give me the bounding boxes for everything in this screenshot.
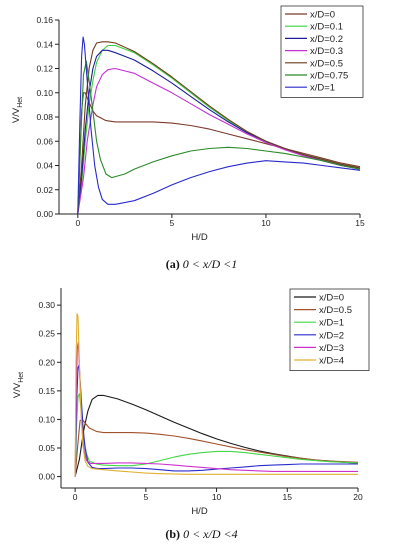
panel-caption: (a) 0 < x/D <1 xyxy=(166,257,238,271)
legend: x/D=0x/D=0.5 x/D=1x/D=2 x/D=3 x/D=4 xyxy=(289,288,370,371)
series-line-5 xyxy=(77,41,361,215)
x-tick-label: 10 xyxy=(212,492,222,502)
legend-label: x/D=0 xyxy=(310,10,335,21)
series-line-1 xyxy=(77,92,361,215)
y-tick-label: 0.30 xyxy=(38,300,55,310)
series-line-7 xyxy=(77,36,361,215)
x-tick-label: 5 xyxy=(143,492,148,502)
y-tick-label: 0.06 xyxy=(36,136,53,146)
x-tick-label: 20 xyxy=(353,492,363,502)
legend-label: x/D=0.1 xyxy=(310,22,343,33)
x-tick-label: 0 xyxy=(75,218,80,228)
x-tick-label: 10 xyxy=(261,218,271,228)
x-tick-label: 0 xyxy=(73,492,78,502)
y-axis-label: V/VHet xyxy=(12,372,25,398)
legend-label: x/D=3 xyxy=(319,343,344,354)
series-line-4 xyxy=(77,67,361,215)
series-line-6 xyxy=(74,313,358,477)
y-tick-label: 0.15 xyxy=(38,386,55,396)
y-tick-label: 0.16 xyxy=(36,15,53,25)
y-tick-label: 0.04 xyxy=(36,161,53,171)
y-tick-label: 0.10 xyxy=(38,414,55,424)
y-axis-label: V/VHet xyxy=(11,97,24,123)
legend-label: x/D=0.2 xyxy=(310,34,343,45)
y-tick-label: 0.00 xyxy=(38,472,55,482)
x-axis-label: H/D xyxy=(191,506,208,517)
series-line-6 xyxy=(77,60,361,215)
x-axis-label: H/D xyxy=(191,232,208,243)
legend-label: x/D=0.5 xyxy=(310,58,343,69)
chart-panel-a: 0 5 10 15 0.00 0.02 0.04 0.06 0.08 0.10 0.12 0.14 0.… xyxy=(11,5,365,271)
legend-label: x/D=0.3 xyxy=(310,46,343,57)
legend-label: x/D=0 xyxy=(319,293,344,304)
legend-label: x/D=2 xyxy=(319,330,344,341)
legend-box xyxy=(280,5,364,98)
y-tick-label: 0.08 xyxy=(36,112,53,122)
y-tick-label: 0.14 xyxy=(36,39,53,49)
x-tick-label: 15 xyxy=(355,218,365,228)
y-tick-label: 0.10 xyxy=(36,88,53,98)
y-tick-label: 0.20 xyxy=(38,357,55,367)
y-tick-label: 0.05 xyxy=(38,443,55,453)
legend-box xyxy=(289,288,370,371)
legend-label: x/D=0.5 xyxy=(319,305,352,316)
panel-caption: (b) 0 < x/D <4 xyxy=(165,527,237,541)
y-tick-label: 0.00 xyxy=(36,209,53,219)
legend-label: x/D=1 xyxy=(310,83,335,94)
legend-label: x/D=1 xyxy=(319,318,344,329)
chart-panel-b: 0 5 10 15 20 0.00 0.05 0.10 0.15 0.20 0.25 0.30 H/D V… xyxy=(12,288,370,541)
series-line-2 xyxy=(74,418,359,477)
y-tick-label: 0.12 xyxy=(36,64,53,74)
legend-label: x/D=0.75 xyxy=(310,71,348,82)
series-line-4 xyxy=(74,364,358,477)
x-tick-label: 5 xyxy=(170,218,175,228)
legend-label: x/D=4 xyxy=(319,356,344,367)
x-tick-label: 15 xyxy=(283,492,293,502)
legend: x/D=0x/D=0.1x/D=0.2x/D=0.3x/D=0.5 x/D=0.7… xyxy=(280,5,364,98)
y-tick-label: 0.25 xyxy=(38,329,55,339)
y-tick-label: 0.02 xyxy=(36,185,53,195)
